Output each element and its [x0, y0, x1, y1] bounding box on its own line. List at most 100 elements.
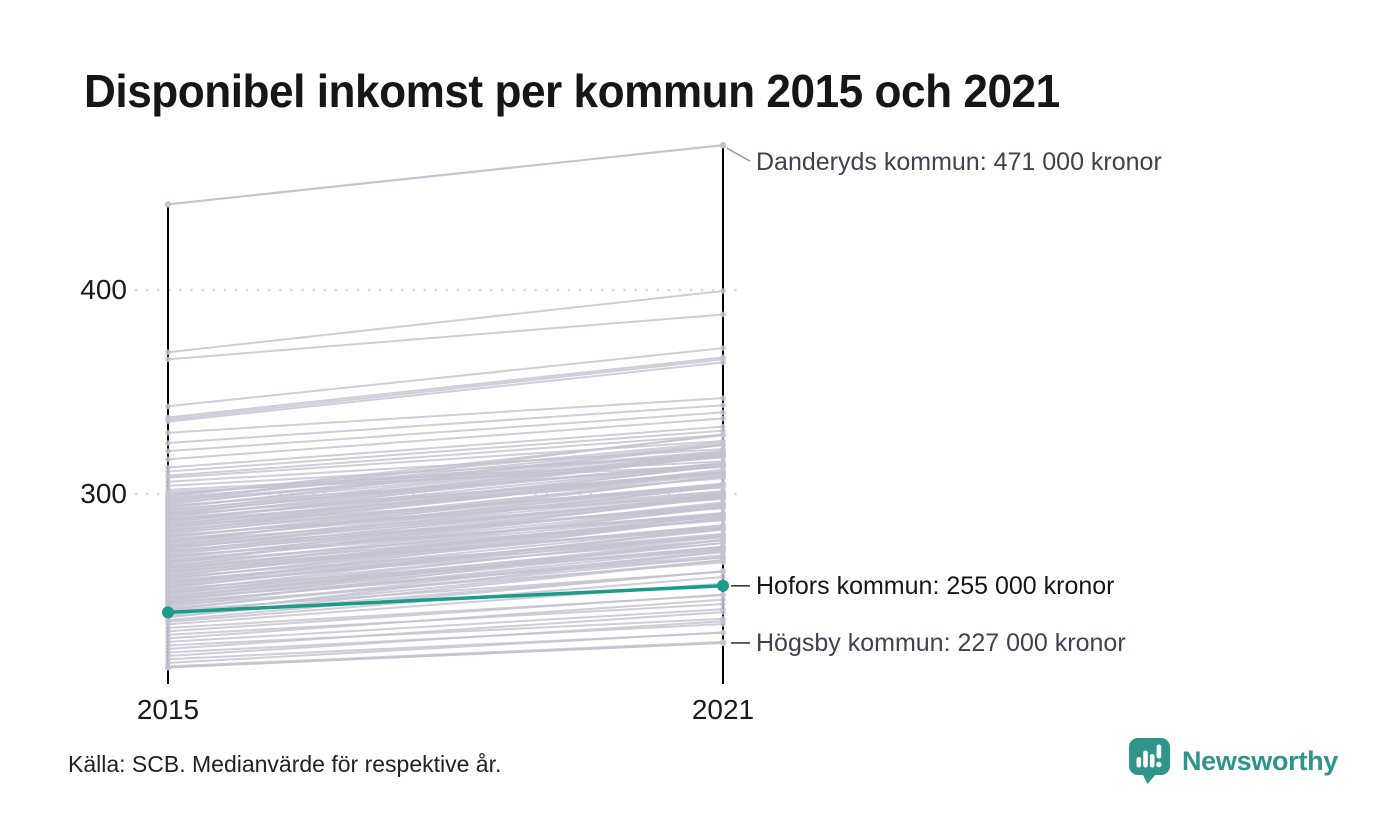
municipality-line	[167, 425, 724, 469]
annotation-hogsby: Högsby kommun: 227 000 kronor	[756, 628, 1126, 657]
municipality-line-dot	[165, 448, 171, 454]
chart-title: Disponibel inkomst per kommun 2015 och 2…	[84, 65, 1060, 117]
municipality-line-dot	[720, 395, 726, 401]
municipality-line-dot	[720, 629, 726, 636]
municipality-line-dot	[720, 432, 726, 439]
labeled-line-dot	[719, 639, 727, 647]
municipality-line-dot	[165, 478, 171, 485]
municipality-line-dot	[720, 526, 726, 533]
municipality-line	[167, 542, 724, 594]
annotation-danderyd: Danderyds kommun: 471 000 kronor	[756, 148, 1162, 177]
annotation-hofors: Hofors kommun: 255 000 kronor	[756, 571, 1115, 600]
municipality-line	[167, 483, 724, 543]
municipality-line-dot	[720, 345, 726, 351]
highlight-line-dot	[162, 606, 174, 619]
municipality-line-dot	[165, 589, 171, 595]
municipality-line-dot	[720, 402, 726, 409]
municipality-line-dot	[720, 359, 726, 366]
municipality-line-dot	[720, 409, 726, 416]
municipality-line-dot	[165, 573, 171, 579]
municipality-line	[167, 535, 724, 578]
labeled-line-dot	[164, 201, 172, 208]
y-axis-tick-400: 400	[80, 274, 127, 305]
municipality-line	[167, 397, 724, 434]
municipality-line-dot	[720, 596, 726, 603]
municipality-line	[167, 471, 724, 521]
municipality-line	[167, 411, 724, 453]
municipality-line-dot	[720, 311, 726, 318]
municipality-line-dot	[720, 452, 726, 458]
x-axis-label-2015: 2015	[136, 694, 200, 725]
municipality-line-dot	[720, 439, 726, 445]
municipality-line	[167, 471, 724, 527]
municipality-line	[167, 358, 724, 421]
municipality-line-dot	[165, 595, 171, 601]
municipality-line-dot	[720, 592, 726, 598]
municipality-line-dot	[165, 548, 171, 555]
municipality-line	[167, 429, 724, 473]
municipality-line	[167, 617, 724, 647]
municipality-line	[167, 417, 724, 461]
municipality-line	[167, 452, 724, 508]
municipality-line-dot	[165, 474, 171, 481]
municipality-line	[167, 603, 724, 636]
municipality-line	[167, 512, 724, 558]
municipality-line	[167, 452, 724, 495]
municipality-line-dot	[165, 356, 171, 363]
municipality-line	[167, 539, 724, 585]
municipality-line-dot	[720, 540, 726, 546]
municipality-line	[167, 528, 724, 569]
municipality-line-dot	[165, 418, 171, 425]
labeled-line	[167, 144, 724, 206]
municipality-line-dot	[720, 601, 726, 607]
municipality-line-dot	[165, 558, 171, 565]
municipality-line-dot	[720, 469, 726, 476]
municipality-line-dot	[165, 491, 171, 497]
municipality-line-dot	[720, 415, 726, 422]
municipality-line-dot	[165, 516, 171, 523]
municipality-line-dot	[165, 533, 171, 539]
municipality-line-dot	[165, 430, 171, 436]
municipality-line-dot	[720, 554, 726, 561]
municipality-line-dot	[165, 440, 171, 446]
municipality-line	[167, 501, 724, 563]
municipality-line	[167, 453, 724, 515]
municipality-line	[167, 404, 724, 444]
municipality-line-dot	[165, 464, 171, 471]
leader-line	[726, 147, 751, 162]
municipality-line-dot	[165, 522, 171, 529]
municipality-line-dot	[165, 619, 171, 625]
municipality-line-dot	[165, 584, 171, 590]
municipality-line	[167, 570, 724, 612]
municipality-line	[167, 356, 724, 419]
municipality-line	[167, 290, 724, 354]
municipality-line-dot	[720, 510, 726, 517]
municipality-line	[167, 622, 724, 654]
municipality-line	[167, 556, 724, 610]
municipality-line-dot	[720, 606, 726, 613]
municipality-line-dot	[720, 616, 726, 622]
municipality-line	[167, 361, 724, 423]
municipality-line-dot	[720, 559, 726, 566]
municipality-line	[167, 439, 724, 479]
municipality-line-dot	[720, 475, 726, 482]
newsworthy-logo: Newsworthy	[1128, 737, 1338, 785]
municipality-line-dot	[720, 499, 726, 506]
municipality-line	[167, 347, 724, 408]
municipality-line-dot	[165, 564, 171, 570]
municipality-line	[167, 433, 724, 477]
municipality-line-dot	[720, 549, 726, 555]
newsworthy-icon	[1128, 738, 1170, 784]
municipality-line-dot	[165, 528, 171, 534]
labeled-line	[167, 641, 724, 669]
municipality-line	[167, 519, 724, 569]
municipality-line-dot	[165, 468, 171, 475]
municipality-line-dot	[720, 574, 726, 580]
municipality-line-dot	[720, 621, 726, 627]
municipality-line-dot	[720, 568, 726, 575]
municipality-line-dot	[165, 553, 171, 560]
municipality-line-dot	[165, 349, 171, 356]
highlight-line	[167, 584, 724, 615]
